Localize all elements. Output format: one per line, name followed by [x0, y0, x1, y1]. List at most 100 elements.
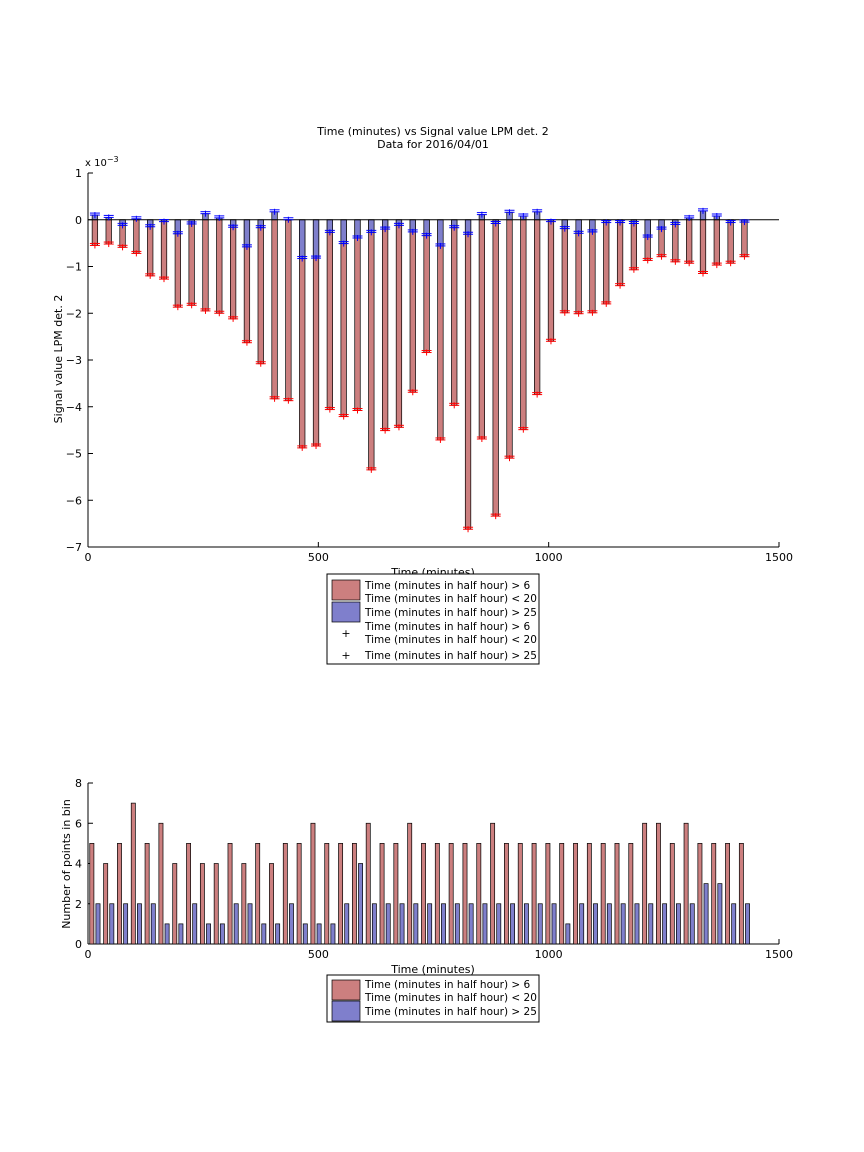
legend-swatch-red-bar — [331, 979, 361, 1001]
bar-blue — [109, 903, 115, 945]
bar-red — [340, 219, 347, 417]
bar-red — [448, 843, 454, 945]
bar-red — [158, 822, 164, 945]
y-tick-label: 1 — [75, 167, 82, 180]
bar-blue — [427, 903, 433, 945]
legend-label-red-bar-line1: Time (minutes in half hour) > 6 — [364, 580, 531, 592]
bar-red — [351, 843, 357, 945]
top-plot-area: 0 500 1000 1500 1 0 −1 −2 −3 −4 −5 −6 −7 — [66, 167, 793, 564]
bar-red — [213, 863, 219, 945]
bar-red — [559, 843, 565, 945]
legend-label-blue-bar: Time (minutes in half hour) > 25 — [364, 1006, 537, 1018]
bar-red — [216, 219, 223, 314]
bar-red — [282, 843, 288, 945]
top-chart-y-scale-label: x 10−3 — [85, 155, 119, 169]
bar-blue — [243, 219, 251, 248]
legend-swatch-blue-bar — [331, 1000, 361, 1022]
legend-label-blue-marker: Time (minutes in half hour) > 25 — [364, 650, 537, 662]
bar-red — [133, 219, 140, 254]
bar-red — [586, 843, 592, 945]
bar-red — [172, 863, 178, 945]
bar-blue — [399, 903, 405, 945]
bottom-chart: 0 500 1000 1500 0 2 4 6 8 Time (minutes) Number … — [60, 777, 793, 1023]
bar-blue — [330, 923, 336, 945]
bar-red — [476, 843, 482, 945]
bar-red — [738, 843, 744, 945]
bar-red — [669, 843, 675, 945]
bar-blue — [496, 903, 502, 945]
bar-red — [326, 219, 333, 410]
y-tick-label: 0 — [75, 214, 82, 227]
y-tick-label: 8 — [75, 777, 82, 790]
bar-red — [241, 863, 247, 945]
bar-red — [199, 863, 205, 945]
bar-blue — [261, 923, 267, 945]
bar-red — [561, 219, 568, 314]
x-tick-label: 0 — [85, 551, 92, 564]
bar-blue — [371, 903, 377, 945]
bar-blue — [123, 903, 129, 945]
bar-red — [699, 219, 707, 274]
top-chart-ylabel: Signal value LPM det. 2 — [52, 295, 65, 424]
bar-red — [517, 843, 523, 945]
legend-label-red-marker-line1: Time (minutes in half hour) > 6 — [364, 621, 531, 633]
bar-red — [105, 219, 112, 245]
bar-red — [711, 843, 717, 945]
x-tick-label: 1000 — [535, 948, 563, 961]
bar-red — [365, 822, 371, 945]
bar-red — [407, 822, 413, 945]
legend-label-red-bar-line2: Time (minutes in half hour) < 20 — [364, 593, 537, 605]
bar-red — [462, 843, 468, 945]
bar-red — [117, 843, 122, 945]
x-tick-label: 500 — [308, 948, 329, 961]
bar-blue — [441, 903, 446, 945]
bar-red — [534, 219, 541, 395]
bar-blue — [634, 903, 640, 945]
top-chart-title-line1: Time (minutes) vs Signal value LPM det. … — [316, 125, 548, 138]
y-tick-label: 4 — [75, 858, 82, 871]
bar-red — [504, 843, 509, 945]
bar-red — [697, 843, 703, 945]
bar-red — [91, 219, 99, 246]
top-chart-title-line2: Data for 2016/04/01 — [377, 138, 489, 151]
legend-marker-red-plus: + — [341, 627, 350, 640]
bar-blue — [299, 219, 306, 259]
bar-red — [741, 219, 748, 258]
bar-red — [160, 219, 168, 280]
bar-blue — [275, 923, 281, 945]
y-tick-label: −1 — [66, 261, 82, 274]
bar-red — [409, 219, 416, 393]
bar-red — [614, 843, 620, 945]
bar-red — [686, 219, 693, 264]
x-tick-label: 1500 — [765, 948, 793, 961]
bar-blue — [413, 903, 419, 945]
bottom-chart-legend: Time (minutes in half hour) > 6 Time (mi… — [326, 974, 540, 1023]
bar-blue — [289, 903, 294, 945]
bar-red — [683, 822, 689, 945]
bar-red — [338, 843, 344, 945]
bar-red — [393, 843, 399, 945]
bar-red — [257, 219, 264, 365]
legend-label-blue-bar: Time (minutes in half hour) > 25 — [364, 607, 537, 619]
bar-red — [285, 219, 292, 402]
bar-red — [600, 843, 606, 945]
bar-blue — [565, 923, 571, 945]
legend-label-red-bar-line1: Time (minutes in half hour) > 6 — [364, 979, 531, 991]
x-tick-label: 500 — [308, 551, 329, 564]
bar-red — [451, 219, 458, 406]
bar-blue — [454, 903, 460, 945]
y-tick-label: −6 — [66, 494, 82, 507]
y-tick-label: 2 — [75, 898, 82, 911]
legend-swatch-blue-bar — [331, 601, 361, 623]
bar-blue — [137, 903, 142, 945]
y-tick-label: 0 — [75, 938, 82, 951]
bar-red — [603, 219, 610, 305]
bar-blue — [537, 903, 543, 945]
bar-red — [255, 843, 261, 945]
bar-red — [727, 219, 734, 264]
bar-blue — [703, 883, 709, 945]
bar-red — [379, 843, 385, 945]
bar-blue — [358, 863, 363, 945]
bottom-chart-xlabel: Time (minutes) — [390, 963, 475, 976]
bar-red — [382, 219, 389, 431]
